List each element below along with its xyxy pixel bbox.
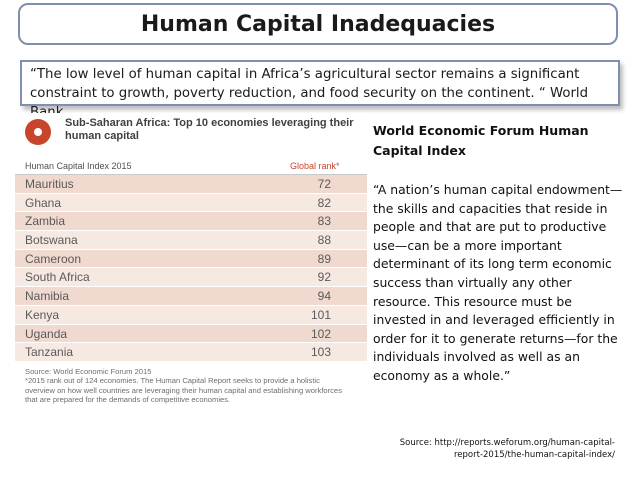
country-cell: Namibia	[25, 289, 70, 304]
table-row: Cameroon 89	[15, 249, 367, 269]
table-row: Kenya 101	[15, 305, 367, 325]
country-cell: Botswana	[25, 233, 78, 248]
table-header: Sub-Saharan Africa: Top 10 economies lev…	[15, 113, 367, 153]
rank-cell: 92	[317, 270, 331, 285]
table-note: *2015 rank out of 124 economies. The Hum…	[25, 376, 342, 404]
country-cell: Uganda	[25, 326, 68, 341]
country-cell: Kenya	[25, 307, 60, 322]
table-title: Sub-Saharan Africa: Top 10 economies lev…	[65, 117, 354, 142]
country-cell: Tanzania	[25, 345, 74, 360]
wef-logo-icon	[25, 119, 51, 145]
rank-cell: 103	[310, 345, 331, 360]
table-row: Tanzania 103	[15, 343, 367, 362]
table-row: Mauritius 72	[15, 175, 367, 194]
table-rows: Mauritius 72 Ghana 82 Zambia 83 Botswana 88 Came…	[15, 175, 367, 362]
slide-title: Human Capital Inadequacies	[140, 11, 496, 37]
table-row: Botswana 88	[15, 231, 367, 250]
rank-cell: 82	[317, 195, 331, 210]
rank-cell: 88	[317, 233, 331, 248]
table-row: Uganda 102	[15, 324, 367, 344]
rank-cell: 89	[317, 251, 331, 266]
source-citation: Source: http://reports.weforum.org/human…	[399, 438, 615, 460]
wef-quote: “A nation’s human capital endowment—the …	[373, 182, 623, 383]
rank-cell: 102	[310, 326, 331, 341]
country-cell: South Africa	[25, 270, 90, 285]
table-row: Zambia 83	[15, 212, 367, 232]
wef-heading: World Economic Forum Human Capital Index	[373, 123, 589, 158]
country-cell: Cameroon	[25, 251, 82, 266]
table-row: Ghana 82	[15, 193, 367, 213]
table-footnote: Source: World Economic Forum 2015 *2015 …	[25, 367, 345, 404]
rank-cell: 72	[317, 177, 331, 191]
slide-title-box: Human Capital Inadequacies	[18, 3, 618, 45]
country-cell: Mauritius	[25, 177, 74, 191]
rank-cell: 83	[317, 214, 331, 229]
header-divider	[15, 174, 367, 175]
rank-cell: 101	[310, 307, 331, 322]
rank-cell: 94	[317, 289, 331, 304]
country-cell: Ghana	[25, 195, 62, 210]
table-source: Source: World Economic Forum 2015	[25, 367, 152, 376]
human-capital-table: Sub-Saharan Africa: Top 10 economies lev…	[15, 113, 367, 444]
column-header-rank: Global rank*	[290, 161, 340, 171]
table-row: Namibia 94	[15, 287, 367, 306]
world-bank-quote-box: “The low level of human capital in Afric…	[20, 60, 620, 120]
table-row: South Africa 92	[15, 268, 367, 288]
column-header-country: Human Capital Index 2015	[25, 161, 132, 171]
country-cell: Zambia	[25, 214, 66, 229]
